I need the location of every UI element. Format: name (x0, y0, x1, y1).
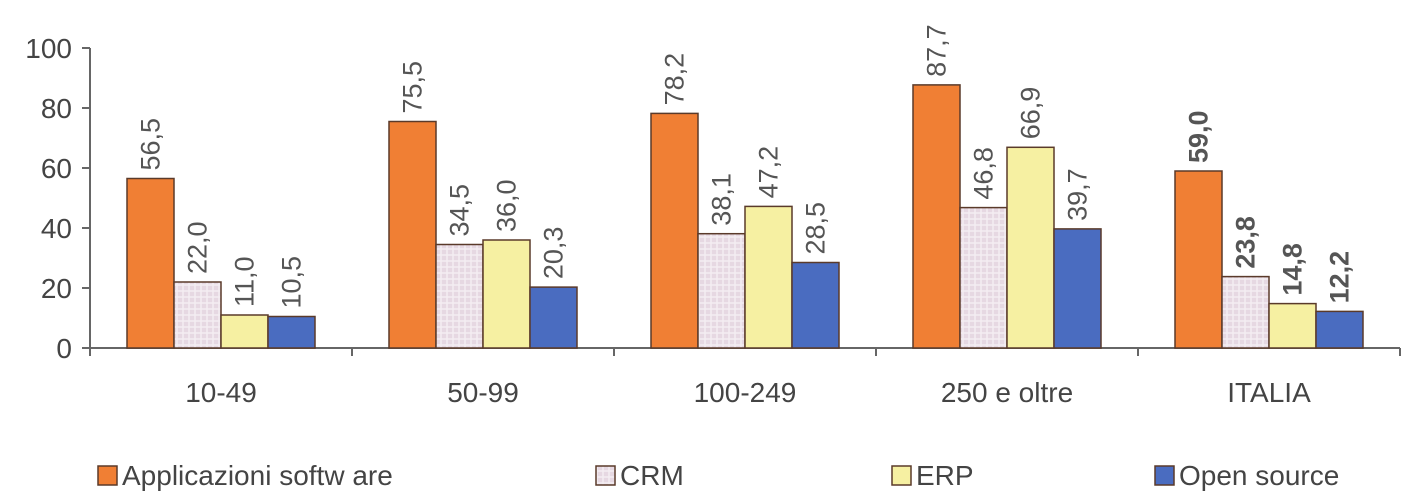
bar-open-source-50-99 (529, 286, 578, 349)
y-tick-label: 20 (41, 273, 72, 304)
data-label-crm-100-249: 38,1 (707, 173, 737, 226)
legend-label-open-source: Open source (1179, 460, 1339, 491)
bars (126, 84, 1364, 349)
bar-crm-100-249 (697, 232, 746, 349)
data-labels: 56,5 22,0 11,0 10,5 75,5 34,5 36,0 20,3 78,2 38,1… (136, 24, 1355, 308)
bar-applicazioni-softw-are-250-e-oltre (912, 84, 961, 349)
data-label-open-source-100-249: 28,5 (801, 202, 831, 255)
bar-open-source-10-49 (267, 315, 316, 349)
bar-erp-10-49 (220, 314, 269, 349)
data-label-crm-50-99: 34,5 (445, 184, 475, 237)
data-label-applicazioni-softw-are-50-99: 75,5 (398, 61, 428, 114)
bar-erp-50-99 (482, 239, 531, 349)
y-tick-label: 0 (56, 333, 72, 364)
category-label-10-49: 10-49 (185, 377, 257, 408)
category-label-50-99: 50-99 (447, 377, 519, 408)
legend-swatch-crm (595, 465, 616, 486)
bar-crm-italia (1221, 275, 1270, 349)
bar-applicazioni-softw-are-50-99 (388, 120, 437, 349)
bar-crm-50-99 (435, 243, 484, 349)
data-label-open-source-10-49: 10,5 (277, 256, 307, 309)
legend-swatch-applicazioni-softw-are (97, 465, 118, 486)
legend-label-erp: ERP (916, 460, 974, 491)
bar-applicazioni-softw-are-italia (1174, 170, 1223, 349)
y-tick-label: 60 (41, 153, 72, 184)
data-label-applicazioni-softw-are-100-249: 78,2 (660, 53, 690, 106)
bar-erp-250-e-oltre (1006, 146, 1055, 349)
bar-crm-250-e-oltre (959, 206, 1008, 349)
y-tick-label: 100 (25, 33, 72, 64)
legend-label-applicazioni-softw-are: Applicazioni softw are (122, 460, 393, 491)
data-label-crm-italia: 23,8 (1231, 216, 1261, 269)
legend: Applicazioni softw are CRM ERP Open source (97, 460, 1339, 491)
data-label-crm-250-e-oltre: 46,8 (969, 147, 999, 200)
data-label-erp-10-49: 11,0 (230, 256, 260, 307)
category-label-italia: ITALIA (1227, 377, 1311, 408)
category-label-250-e-oltre: 250 e oltre (941, 377, 1073, 408)
data-label-open-source-50-99: 20,3 (539, 227, 569, 280)
category-label-100-249: 100-249 (694, 377, 797, 408)
bar-applicazioni-softw-are-100-249 (650, 112, 699, 349)
bar-erp-100-249 (744, 205, 793, 349)
data-label-erp-250-e-oltre: 66,9 (1016, 87, 1046, 140)
legend-swatch-open-source (1154, 465, 1175, 486)
bar-crm-10-49 (173, 281, 222, 349)
data-label-erp-100-249: 47,2 (754, 146, 784, 199)
legend-swatch-erp (891, 465, 912, 486)
data-label-applicazioni-softw-are-250-e-oltre: 87,7 (922, 24, 952, 77)
data-label-erp-italia: 14,8 (1278, 243, 1308, 296)
data-label-applicazioni-softw-are-10-49: 56,5 (136, 118, 166, 171)
data-label-open-source-250-e-oltre: 39,7 (1063, 168, 1093, 221)
data-label-erp-50-99: 36,0 (492, 179, 522, 232)
y-tick-label: 80 (41, 93, 72, 124)
bar-erp-italia (1268, 302, 1317, 349)
bar-open-source-250-e-oltre (1053, 228, 1102, 349)
data-label-applicazioni-softw-are-italia: 59,0 (1184, 110, 1214, 163)
y-tick-label: 40 (41, 213, 72, 244)
bar-open-source-italia (1315, 310, 1364, 349)
bar-open-source-100-249 (791, 261, 840, 349)
legend-label-crm: CRM (620, 460, 684, 491)
data-label-open-source-italia: 12,2 (1325, 251, 1355, 304)
data-label-crm-10-49: 22,0 (183, 221, 213, 274)
bar-applicazioni-softw-are-10-49 (126, 177, 175, 349)
